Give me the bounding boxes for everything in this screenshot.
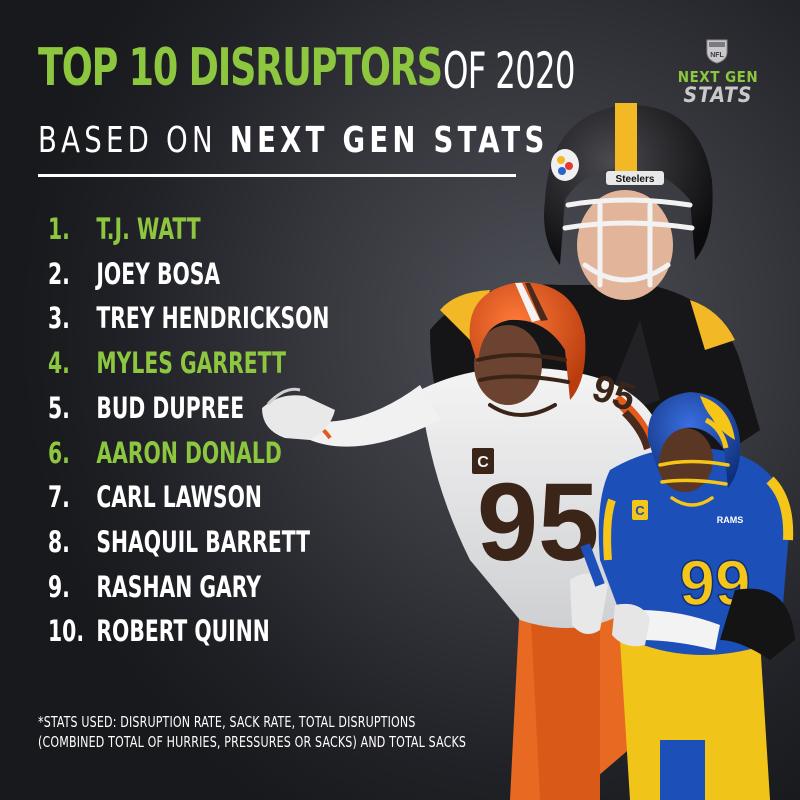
ranking-row: 2. JOEY BOSA (48, 257, 220, 297)
title-highlight: TOP 10 DISRUPTORS (38, 38, 443, 98)
page-title: TOP 10 DISRUPTORS OF 2020 (38, 38, 575, 100)
footnote: *STATS USED: DISRUPTION RATE, SACK RATE,… (38, 712, 466, 752)
rams-wordmark: RAMS (717, 515, 744, 525)
logo-line1: NEXT GEN (677, 68, 759, 86)
subtitle: BASED ON NEXT GEN STATS (38, 120, 549, 161)
svg-text:C: C (635, 503, 645, 518)
player-name: AARON DONALD (96, 435, 282, 470)
ranking-number: 6. (48, 435, 70, 470)
ranking-number: 1. (48, 212, 70, 246)
ranking-row: 8. SHAQUIL BARRETT (48, 525, 310, 565)
player-name: ROBERT QUINN (96, 614, 270, 649)
browns-captain-patch: C (477, 454, 489, 471)
ranking-row: 5. BUD DUPREE (48, 391, 244, 431)
player-name: CARL LAWSON (96, 480, 262, 515)
ranking-number: 3. (48, 301, 70, 336)
footnote-line1: *STATS USED: DISRUPTION RATE, SACK RATE,… (38, 713, 416, 731)
subtitle-prefix: BASED ON (38, 120, 217, 161)
player-name: JOEY BOSA (96, 256, 221, 291)
player-name: RASHAN GARY (96, 569, 261, 604)
ranking-row: 10. ROBERT QUINN (48, 614, 270, 654)
ranking-number: 2. (48, 256, 70, 291)
ranking-number: 8. (48, 524, 70, 559)
ranking-number: 10. (48, 614, 85, 649)
player-name: T.J. WATT (96, 212, 201, 246)
title-rest: OF 2020 (443, 42, 575, 100)
subtitle-emphasis: NEXT GEN STATS (229, 120, 549, 161)
ranking-row: 7. CARL LAWSON (48, 480, 262, 520)
ranking-number: 9. (48, 569, 70, 604)
ranking-row: 3. TREY HENDRICKSON (48, 301, 329, 341)
logo-line2: STATS (683, 83, 753, 107)
footnote-line2: (COMBINED TOTAL OF HURRIES, PRESSURES OR… (38, 733, 467, 751)
nfl-shield-icon: NFL (706, 39, 728, 64)
ranking-number: 7. (48, 480, 70, 515)
ranking-row: 6. AARON DONALD (48, 436, 282, 476)
player-name: MYLES GARRETT (96, 346, 286, 381)
browns-player: 95 95 C (262, 282, 660, 800)
browns-jersey-number: 95 (477, 461, 599, 584)
ranking-row: 9. RASHAN GARY (48, 570, 261, 610)
ranking-row: 1. T.J. WATT (48, 212, 201, 252)
ranking-row: 4. MYLES GARRETT (48, 346, 286, 386)
rams-player: 99 RAMS C (570, 392, 795, 800)
steelers-helmet-decal: Steelers (616, 174, 655, 185)
player-name: TREY HENDRICKSON (96, 301, 330, 336)
ranking-number: 5. (48, 390, 70, 425)
next-gen-stats-logo: NFL NEXT GEN STATS (668, 38, 768, 110)
svg-text:NFL: NFL (710, 52, 724, 59)
title-divider (38, 174, 516, 177)
player-name: BUD DUPREE (96, 390, 245, 425)
ranking-number: 4. (48, 346, 70, 381)
player-name: SHAQUIL BARRETT (96, 524, 311, 559)
